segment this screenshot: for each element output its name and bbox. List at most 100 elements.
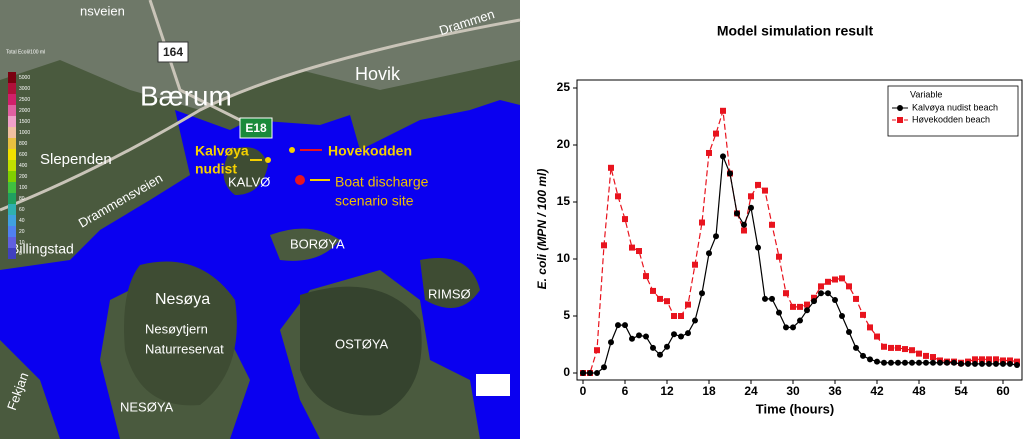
legend-label: 200: [19, 174, 28, 180]
data-point: [916, 350, 922, 357]
x-tick-label: 24: [744, 384, 758, 398]
y-tick-label: 15: [557, 194, 571, 208]
data-point: [790, 324, 796, 331]
data-point: [594, 370, 600, 376]
y-axis-title: E. coli (MPN / 100 ml): [535, 169, 549, 290]
data-point: [706, 149, 712, 156]
data-point: [1007, 360, 1013, 367]
data-point: [748, 193, 754, 200]
data-point: [657, 351, 663, 358]
legend-label: 3000: [19, 86, 30, 92]
legend-label: 2000: [19, 108, 30, 114]
legend-swatch: [8, 116, 16, 127]
road-label: 164: [163, 45, 183, 59]
x-tick-label: 0: [580, 384, 587, 398]
water: [0, 100, 520, 439]
data-point: [713, 130, 719, 137]
data-point: [790, 303, 796, 310]
data-point: [769, 295, 775, 302]
legend-label: 10: [19, 240, 25, 246]
data-point: [930, 354, 936, 361]
data-point: [1000, 360, 1006, 367]
data-point: [818, 283, 824, 290]
road-label: E18: [245, 121, 267, 135]
data-point: [923, 352, 929, 359]
data-point: [825, 278, 831, 285]
legend-box: [887, 85, 1019, 137]
x-tick-label: 12: [660, 384, 674, 398]
y-tick-label: 25: [557, 80, 571, 94]
data-point: [874, 358, 880, 365]
data-point: [601, 242, 607, 249]
data-point: [867, 356, 873, 363]
data-point: [720, 107, 726, 114]
data-point: [692, 317, 698, 324]
x-tick-label: 36: [828, 384, 842, 398]
data-point: [685, 301, 691, 308]
data-point: [713, 233, 719, 240]
data-point: [671, 331, 677, 338]
data-point: [839, 313, 845, 319]
island: [300, 286, 422, 416]
data-point: [636, 332, 642, 339]
data-point: [608, 164, 614, 171]
data-point: [755, 244, 761, 251]
data-point: [804, 307, 810, 314]
data-point: [986, 356, 992, 363]
data-point: [622, 322, 628, 329]
map-label: Slependen: [40, 151, 112, 168]
data-point: [958, 360, 964, 367]
data-point: [608, 339, 614, 346]
road: [148, 0, 261, 132]
map-label: Nesøytjern: [145, 321, 208, 336]
legend-marker: [897, 105, 903, 111]
legend-swatch: [8, 226, 16, 237]
data-point: [972, 360, 978, 367]
data-point: [629, 335, 635, 342]
data-point: [895, 344, 901, 351]
data-point: [692, 261, 698, 268]
legend-title: Total Ecoli/100 ml: [6, 49, 45, 55]
data-point: [706, 250, 712, 257]
legend-label: 400: [19, 163, 28, 169]
data-point: [825, 290, 831, 297]
data-point: [615, 322, 621, 329]
legend-label: 40: [19, 218, 25, 224]
legend-label: 800: [19, 141, 28, 147]
data-point: [699, 219, 705, 226]
data-point: [748, 204, 754, 211]
legend-label: Kalvøya nudist beach: [912, 102, 998, 112]
data-point: [972, 356, 978, 363]
legend-swatch: [8, 127, 16, 138]
scale-bar: [476, 374, 510, 396]
data-point: [671, 313, 677, 319]
data-point: [881, 343, 887, 350]
island: [270, 228, 340, 261]
y-tick-label: 10: [557, 251, 571, 265]
map-label: OSTØYA: [335, 336, 389, 351]
data-point: [944, 359, 950, 366]
data-point: [839, 275, 845, 282]
data-point: [909, 347, 915, 354]
data-point: [881, 359, 887, 366]
data-point: [720, 153, 726, 160]
urban-area: [0, 0, 520, 110]
map-label: KALVØ: [228, 174, 270, 189]
road-sign: [157, 41, 189, 63]
data-point: [783, 290, 789, 297]
data-point: [895, 359, 901, 366]
data-point: [937, 359, 943, 366]
data-point: [979, 360, 985, 367]
x-tick-label: 30: [786, 384, 800, 398]
legend-swatch: [8, 138, 16, 149]
plot: 0 6 12 18 24 30 36 42 48 54 60 0 5 10 15 20 25 Variable Ka…: [557, 79, 1023, 398]
legend-swatch: [8, 204, 16, 215]
map-label: Hovik: [355, 64, 401, 84]
legend-label: 2500: [19, 97, 30, 103]
data-point: [888, 344, 894, 351]
legend-label: 5000: [19, 75, 30, 81]
data-point: [678, 333, 684, 340]
site-marker: [289, 147, 295, 153]
data-point: [783, 324, 789, 331]
data-point: [657, 295, 663, 302]
